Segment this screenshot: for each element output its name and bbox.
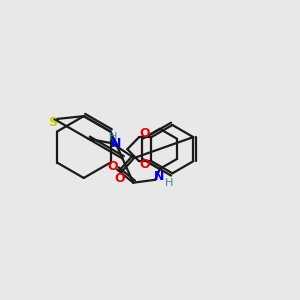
Text: N: N (110, 137, 121, 150)
Text: N: N (154, 170, 164, 183)
Text: H: H (164, 178, 173, 188)
Text: O: O (107, 160, 118, 173)
Text: H: H (108, 132, 117, 142)
Text: O: O (139, 127, 150, 140)
Text: S: S (49, 116, 58, 129)
Text: O: O (114, 172, 125, 184)
Text: O: O (139, 158, 150, 171)
